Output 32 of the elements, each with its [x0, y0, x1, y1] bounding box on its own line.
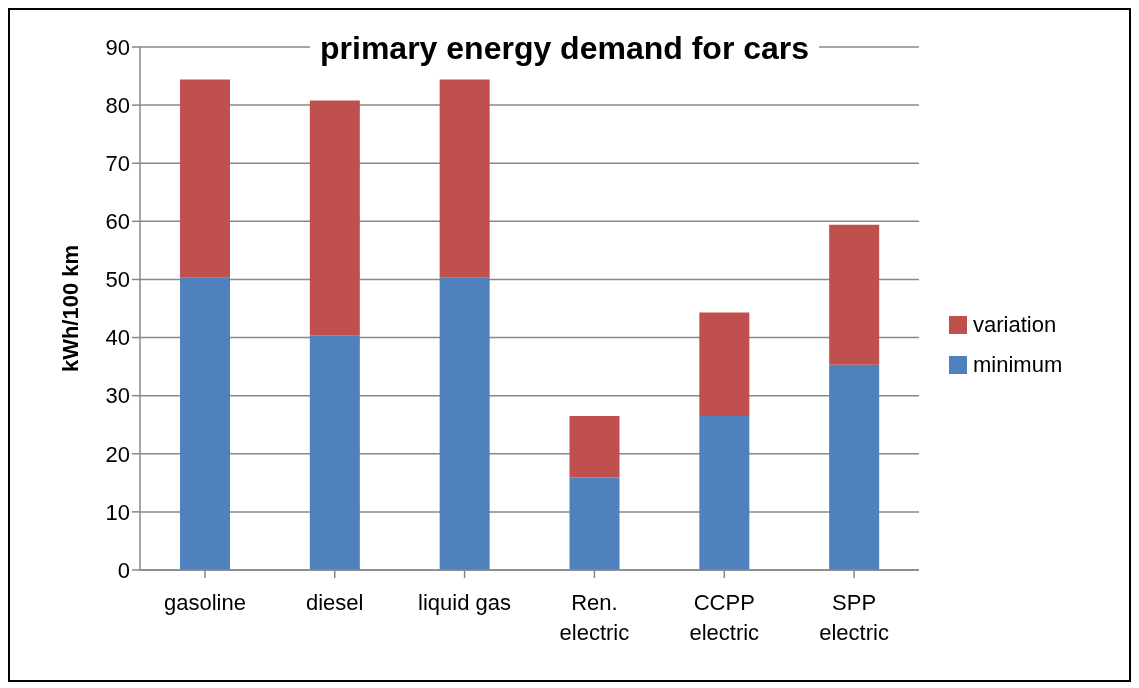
y-tick-label: 20: [105, 441, 130, 467]
bar: [569, 477, 620, 570]
legend-label: minimum: [973, 352, 1063, 378]
y-tick-label: 60: [105, 209, 130, 235]
y-tick-label: 10: [105, 499, 130, 525]
bar: [829, 224, 880, 365]
x-tick-label: diesel: [306, 590, 364, 615]
bar: [439, 79, 490, 278]
x-tick-label: CCPP electric: [689, 590, 760, 645]
bar: [180, 79, 230, 278]
x-tick-label: liquid gas: [418, 590, 512, 615]
y-tick-label: 50: [105, 267, 130, 293]
bar: [829, 364, 880, 570]
y-tick-label: 0: [117, 557, 130, 583]
bar: [699, 312, 750, 417]
bar: [439, 277, 490, 570]
bar: [569, 416, 620, 478]
legend-label: variation: [973, 312, 1057, 338]
y-tick-label: 70: [105, 151, 130, 177]
chart-title: primary energy demand for cars: [310, 30, 820, 67]
y-tick-label: 80: [105, 92, 130, 118]
y-axis-title: kWh/100 km: [57, 244, 83, 373]
x-tick-label: gasoline: [163, 590, 246, 615]
bar: [309, 335, 360, 570]
bar: [309, 100, 360, 336]
x-tick-label: SPP electric: [819, 590, 889, 645]
x-tick-label: Ren. electric: [559, 590, 630, 645]
bar: [180, 277, 230, 570]
y-tick-label: 90: [105, 34, 130, 60]
bar: [699, 416, 750, 570]
y-tick-label: 40: [105, 325, 130, 351]
y-tick-label: 30: [105, 383, 130, 409]
